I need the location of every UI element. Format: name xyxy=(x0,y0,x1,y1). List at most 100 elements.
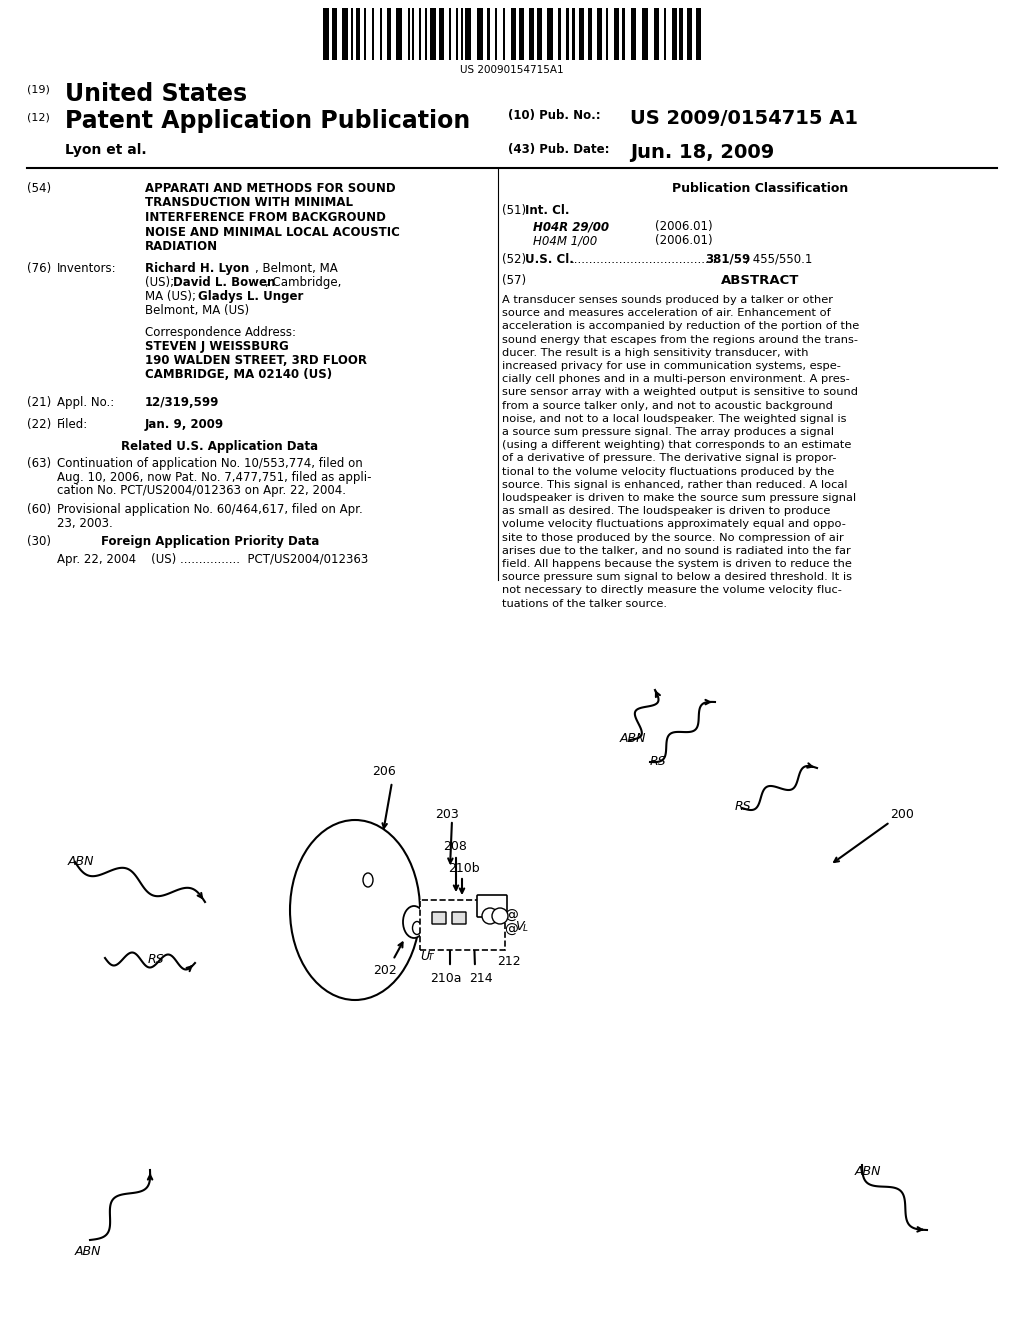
Circle shape xyxy=(482,908,498,924)
FancyBboxPatch shape xyxy=(432,912,446,924)
Text: a source sum pressure signal. The array produces a signal: a source sum pressure signal. The array … xyxy=(502,426,834,437)
Bar xyxy=(430,8,436,59)
Text: source pressure sum signal to below a desired threshold. It is: source pressure sum signal to below a de… xyxy=(502,572,852,582)
Text: sound energy that escapes from the regions around the trans-: sound energy that escapes from the regio… xyxy=(502,334,858,345)
Text: T: T xyxy=(428,953,433,962)
Bar xyxy=(387,8,391,59)
Text: Aug. 10, 2006, now Pat. No. 7,477,751, filed as appli-: Aug. 10, 2006, now Pat. No. 7,477,751, f… xyxy=(57,470,372,483)
Text: US 2009/0154715 A1: US 2009/0154715 A1 xyxy=(630,110,858,128)
Bar xyxy=(654,8,659,59)
Text: 208: 208 xyxy=(443,840,467,853)
Bar xyxy=(412,8,414,59)
Bar xyxy=(572,8,575,59)
Bar xyxy=(687,8,692,59)
Bar xyxy=(679,8,683,59)
Text: H04M 1/00: H04M 1/00 xyxy=(534,234,597,247)
Text: ABSTRACT: ABSTRACT xyxy=(721,275,799,286)
Text: Apr. 22, 2004    (US) ................  PCT/US2004/012363: Apr. 22, 2004 (US) ................ PCT/… xyxy=(57,553,369,566)
Text: Related U.S. Application Data: Related U.S. Application Data xyxy=(122,440,318,453)
Text: Publication Classification: Publication Classification xyxy=(672,182,848,195)
Bar xyxy=(614,8,618,59)
FancyBboxPatch shape xyxy=(477,895,507,917)
Bar xyxy=(356,8,360,59)
Ellipse shape xyxy=(413,921,422,935)
Bar xyxy=(503,8,505,59)
Bar xyxy=(487,8,490,59)
Text: (43) Pub. Date:: (43) Pub. Date: xyxy=(508,143,609,156)
Text: , Cambridge,: , Cambridge, xyxy=(265,276,341,289)
Bar xyxy=(606,8,608,59)
Text: of a derivative of pressure. The derivative signal is propor-: of a derivative of pressure. The derivat… xyxy=(502,453,837,463)
Text: INTERFERENCE FROM BACKGROUND: INTERFERENCE FROM BACKGROUND xyxy=(145,211,386,224)
Text: cation No. PCT/US2004/012363 on Apr. 22, 2004.: cation No. PCT/US2004/012363 on Apr. 22,… xyxy=(57,484,346,498)
Text: a: a xyxy=(450,935,457,944)
Text: tional to the volume velocity fluctuations produced by the: tional to the volume velocity fluctuatio… xyxy=(502,466,835,477)
Text: Jun. 18, 2009: Jun. 18, 2009 xyxy=(630,143,774,162)
Text: cially cell phones and in a multi-person environment. A pres-: cially cell phones and in a multi-person… xyxy=(502,374,850,384)
Text: (10) Pub. No.:: (10) Pub. No.: xyxy=(508,110,601,121)
Text: (60): (60) xyxy=(27,503,51,516)
Bar xyxy=(696,8,701,59)
Text: Int. Cl.: Int. Cl. xyxy=(525,205,569,216)
Text: ABN: ABN xyxy=(68,855,94,869)
Bar xyxy=(566,8,569,59)
Bar xyxy=(461,8,463,59)
Bar xyxy=(511,8,516,59)
Text: @: @ xyxy=(504,909,518,923)
Text: Lyon et al.: Lyon et al. xyxy=(65,143,146,157)
Text: H04R 29/00: H04R 29/00 xyxy=(534,220,609,234)
Text: Filed:: Filed: xyxy=(57,418,88,432)
Bar xyxy=(332,8,337,59)
Text: RS: RS xyxy=(650,755,667,768)
Text: loudspeaker is driven to make the source sum pressure signal: loudspeaker is driven to make the source… xyxy=(502,492,856,503)
Text: U: U xyxy=(420,950,429,964)
Text: (54): (54) xyxy=(27,182,51,195)
Circle shape xyxy=(492,908,508,924)
Bar xyxy=(408,8,410,59)
Bar xyxy=(664,8,666,59)
Text: NOISE AND MINIMAL LOCAL ACOUSTIC: NOISE AND MINIMAL LOCAL ACOUSTIC xyxy=(145,226,400,239)
Text: Appl. No.:: Appl. No.: xyxy=(57,396,115,409)
Text: (21): (21) xyxy=(27,396,51,409)
Text: ; 455/550.1: ; 455/550.1 xyxy=(745,253,812,267)
Text: United States: United States xyxy=(65,82,247,106)
Text: 12/319,599: 12/319,599 xyxy=(145,396,219,409)
Bar xyxy=(519,8,524,59)
Bar xyxy=(672,8,677,59)
Text: David L. Bowen: David L. Bowen xyxy=(173,276,275,289)
Text: (12): (12) xyxy=(27,112,50,121)
Bar xyxy=(529,8,534,59)
Bar xyxy=(439,8,444,59)
Text: volume velocity fluctuations approximately equal and oppo-: volume velocity fluctuations approximate… xyxy=(502,519,846,529)
Text: .......................................: ....................................... xyxy=(571,253,717,267)
Text: 212: 212 xyxy=(497,954,520,968)
Bar xyxy=(396,8,402,59)
Bar xyxy=(425,8,427,59)
Text: Provisional application No. 60/464,617, filed on Apr.: Provisional application No. 60/464,617, … xyxy=(57,503,362,516)
Text: ducer. The result is a high sensitivity transducer, with: ducer. The result is a high sensitivity … xyxy=(502,347,809,358)
Text: (US);: (US); xyxy=(145,276,178,289)
Text: arises due to the talker, and no sound is radiated into the far: arises due to the talker, and no sound i… xyxy=(502,545,851,556)
Text: APPARATI AND METHODS FOR SOUND: APPARATI AND METHODS FOR SOUND xyxy=(145,182,395,195)
Text: L: L xyxy=(523,924,528,933)
Text: (19): (19) xyxy=(27,84,50,95)
Text: @: @ xyxy=(504,923,518,937)
Text: increased privacy for use in communication systems, espe-: increased privacy for use in communicati… xyxy=(502,360,841,371)
Bar xyxy=(323,8,329,59)
Text: CAMBRIDGE, MA 02140 (US): CAMBRIDGE, MA 02140 (US) xyxy=(145,368,332,381)
Text: Correspondence Address:: Correspondence Address: xyxy=(145,326,296,339)
Text: 202: 202 xyxy=(373,964,396,977)
Text: Gladys L. Unger: Gladys L. Unger xyxy=(198,290,303,304)
Text: ABN: ABN xyxy=(855,1166,882,1177)
Text: (76): (76) xyxy=(27,261,51,275)
Bar xyxy=(456,8,458,59)
Bar xyxy=(597,8,602,59)
Ellipse shape xyxy=(403,906,425,939)
Text: (63): (63) xyxy=(27,457,51,470)
Text: A transducer senses sounds produced by a talker or other: A transducer senses sounds produced by a… xyxy=(502,294,833,305)
Text: (30): (30) xyxy=(27,535,51,548)
Text: 210b: 210b xyxy=(449,862,479,875)
Text: STEVEN J WEISSBURG: STEVEN J WEISSBURG xyxy=(145,341,289,352)
Text: U.S. Cl.: U.S. Cl. xyxy=(525,253,578,267)
Text: (51): (51) xyxy=(502,205,526,216)
